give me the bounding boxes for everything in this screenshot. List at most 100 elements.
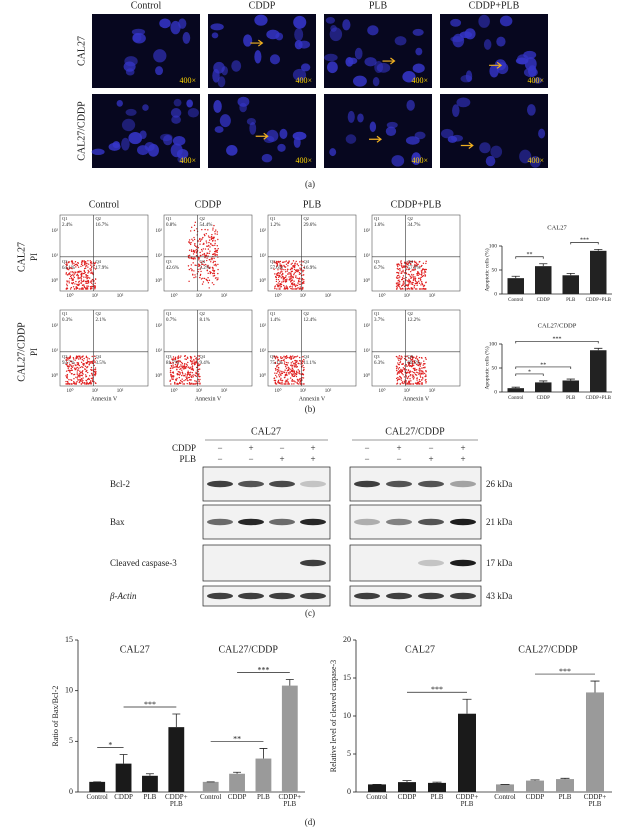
event-dot — [200, 261, 202, 263]
event-dot — [204, 248, 207, 250]
event-dot — [273, 377, 275, 380]
event-dot — [403, 382, 406, 384]
event-dot — [199, 382, 201, 384]
event-dot — [67, 366, 69, 368]
event-dot — [192, 249, 195, 252]
event-dot — [280, 277, 283, 279]
event-dot — [169, 369, 172, 372]
event-dot — [302, 369, 305, 372]
nucleus — [266, 129, 279, 142]
nucleus — [496, 36, 506, 47]
event-dot — [174, 363, 177, 366]
event-dot — [290, 263, 292, 265]
event-dot — [284, 355, 287, 358]
quadrant-percent: 75.1% — [270, 361, 283, 366]
band — [450, 559, 476, 567]
event-dot — [180, 367, 182, 370]
event-dot — [75, 287, 77, 289]
event-dot — [294, 356, 296, 358]
quadrant-percent: 0.3% — [62, 318, 72, 323]
event-dot — [213, 283, 215, 286]
y-tick-label: 20 — [343, 635, 351, 644]
event-dot — [275, 280, 278, 283]
error-bar — [172, 713, 181, 728]
event-dot — [290, 275, 292, 277]
event-dot — [425, 260, 427, 263]
event-dot — [177, 355, 180, 357]
event-dot — [74, 364, 76, 366]
event-dot — [281, 372, 284, 375]
event-dot — [292, 369, 294, 371]
significance-label: *** — [553, 337, 562, 343]
event-dot — [205, 278, 208, 281]
event-dot — [69, 288, 72, 290]
event-dot — [207, 282, 210, 284]
event-dot — [401, 356, 403, 358]
event-dot — [75, 266, 77, 268]
quadrant-percent: 81.7% — [166, 361, 179, 366]
event-dot — [209, 270, 211, 273]
event-dot — [81, 284, 84, 286]
event-dot — [281, 381, 283, 383]
event-dot — [277, 357, 279, 359]
plot-frame — [371, 309, 461, 387]
column-header: PLB — [369, 0, 388, 11]
event-dot — [409, 370, 411, 372]
event-dot — [420, 270, 423, 272]
x-tick-label: Control — [366, 794, 388, 801]
event-dot — [73, 367, 76, 369]
quadrant-name: Q2 — [303, 216, 309, 221]
event-dot — [293, 266, 296, 269]
x-axis-label: Annexin V — [195, 396, 222, 402]
event-dot — [420, 373, 422, 375]
event-dot — [72, 278, 75, 280]
event-dot — [396, 263, 398, 266]
event-dot — [411, 288, 414, 290]
event-dot — [423, 372, 426, 375]
event-dot — [85, 355, 88, 358]
event-dot — [187, 372, 190, 374]
event-dot — [292, 357, 295, 359]
chart-title: CAL27 — [547, 224, 567, 231]
event-dot — [69, 383, 71, 385]
event-dot — [290, 285, 292, 287]
event-dot — [204, 256, 206, 259]
event-dot — [86, 362, 89, 364]
event-dot — [174, 356, 177, 359]
event-dot — [400, 379, 403, 381]
event-dot — [185, 376, 187, 378]
nucleus — [391, 155, 405, 167]
event-dot — [407, 273, 410, 276]
x-tick-label: PLB — [558, 794, 572, 801]
event-dot — [403, 357, 406, 360]
event-dot — [409, 357, 412, 360]
event-dot — [82, 360, 85, 362]
event-dot — [94, 371, 97, 374]
event-dot — [299, 377, 301, 380]
event-dot — [419, 288, 422, 290]
event-dot — [73, 262, 75, 265]
event-dot — [278, 284, 280, 286]
band — [418, 480, 444, 488]
quadrant-percent: 6.3% — [374, 361, 384, 366]
event-dot — [192, 376, 194, 378]
event-dot — [169, 367, 172, 370]
event-dot — [206, 252, 208, 254]
event-dot — [401, 284, 404, 287]
significance-label: *** — [580, 238, 589, 244]
bar — [590, 350, 607, 392]
event-dot — [407, 357, 410, 359]
event-dot — [277, 282, 279, 284]
event-dot — [79, 358, 82, 360]
event-dot — [296, 284, 299, 287]
event-dot — [399, 361, 402, 363]
event-dot — [189, 371, 192, 373]
event-dot — [303, 278, 305, 281]
event-dot — [285, 278, 287, 281]
event-dot — [195, 372, 198, 375]
event-dot — [77, 276, 79, 279]
event-dot — [417, 263, 419, 266]
protein-size: 43 kDa — [486, 591, 512, 601]
event-dot — [213, 253, 215, 255]
event-dot — [294, 271, 297, 273]
